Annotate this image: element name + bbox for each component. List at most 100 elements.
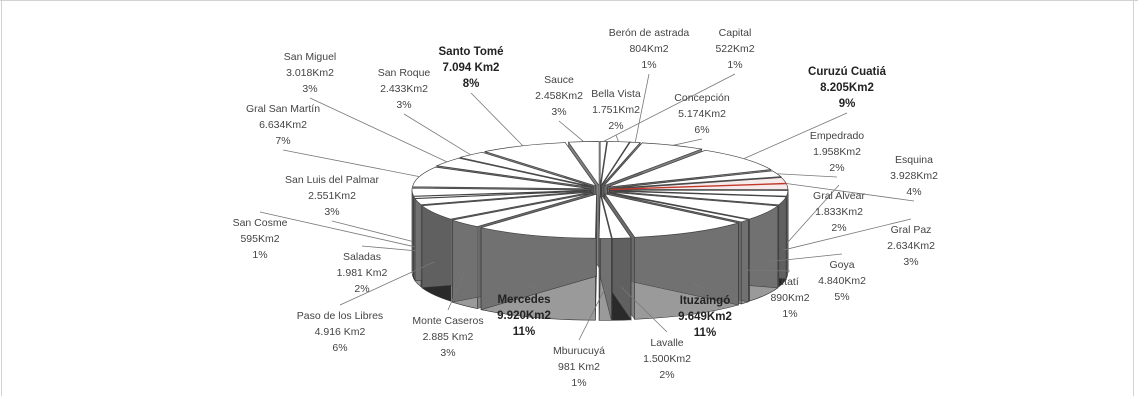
label-esquina: Esquina 3.928Km2 4% <box>890 154 938 198</box>
leader-line <box>691 281 706 291</box>
label-area: 1.751Km2 <box>592 104 640 116</box>
slice-san-cosme <box>413 190 591 199</box>
label-area: 595Km2 <box>240 233 279 245</box>
label-area: 9.920Km2 <box>497 310 551 322</box>
leader-line <box>558 120 584 142</box>
label-itat-: Itatí 890Km2 1% <box>770 276 809 320</box>
label-area: 3.928Km2 <box>890 170 938 182</box>
label-name: Capital <box>719 27 752 39</box>
frame-right-border <box>1133 0 1134 396</box>
label-name: Lavalle <box>650 337 683 349</box>
frame-top-border <box>0 0 1138 1</box>
label-concepci-n: Concepción 5.174Km2 6% <box>674 92 730 136</box>
leader-line <box>783 218 912 251</box>
label-name: Berón de astrada <box>609 27 690 39</box>
label-ituzaing-: Ituzaingó 9.649Km2 11% <box>678 295 732 339</box>
label-percent: 2% <box>831 222 846 234</box>
label-mburucuy-: Mburucuyá 981 Km2 1% <box>553 345 605 389</box>
label-percent: 2% <box>829 162 844 174</box>
leader-line <box>470 92 524 147</box>
accent-edge <box>609 182 787 191</box>
label-area: 2.885 Km2 <box>423 331 474 343</box>
label-percent: 1% <box>727 59 742 71</box>
label-percent: 6% <box>694 124 709 136</box>
label-percent: 3% <box>903 256 918 268</box>
label-name: Mercedes <box>497 294 550 306</box>
label-ber-n-de-astrada: Berón de astrada 804Km2 1% <box>609 27 690 71</box>
label-lavalle: Lavalle 1.500Km2 2% <box>643 337 691 381</box>
label-area: 4.916 Km2 <box>315 326 366 338</box>
label-name: Sauce <box>544 74 574 86</box>
label-percent: 6% <box>332 342 347 354</box>
label-gral-paz: Gral Paz 2.634Km2 3% <box>887 224 935 268</box>
label-percent: 11% <box>694 327 716 339</box>
label-name: San Roque <box>378 67 431 79</box>
label-name: Concepción <box>674 92 730 104</box>
label-percent: 3% <box>551 106 566 118</box>
label-empedrado: Empedrado 1.958Km2 2% <box>810 130 864 174</box>
slice-mercedes <box>480 193 597 239</box>
label-san-luis-del-palmar: San Luis del Palmar 2.551Km2 3% <box>285 174 379 218</box>
label-name: Curuzú Cuatiá <box>808 66 887 78</box>
label-name: Saladas <box>343 251 381 263</box>
slice-saladas <box>414 190 591 206</box>
label-name: Gral Alvear <box>813 190 865 202</box>
label-name: Esquina <box>895 154 933 166</box>
slice-paso-de-los-libres <box>421 191 592 220</box>
slice-lavalle <box>600 194 632 239</box>
label-percent: 3% <box>324 206 339 218</box>
leader-line <box>447 272 465 311</box>
label-sauce: Sauce 2.458Km2 3% <box>535 74 583 118</box>
label-area: 890Km2 <box>770 292 809 304</box>
slice-labels: Capital 522Km2 1% Bella Vista 1.751Km2 2% Beró… <box>233 27 939 389</box>
leader-line <box>403 113 471 156</box>
slice-san-roque <box>459 151 594 188</box>
label-area: 1.958Km2 <box>813 146 861 158</box>
label-percent: 1% <box>252 249 267 261</box>
label-area: 1.500Km2 <box>643 353 691 365</box>
label-percent: 1% <box>782 308 797 320</box>
label-paso-de-los-libres: Paso de los Libres 4.916 Km2 6% <box>297 310 383 354</box>
label-percent: 3% <box>440 347 455 359</box>
label-area: 3.018Km2 <box>286 67 334 79</box>
label-percent: 2% <box>608 120 623 132</box>
leader-line <box>282 149 420 178</box>
leader-line <box>523 284 535 290</box>
label-name: Santo Tomé <box>439 46 504 58</box>
label-area: 5.174Km2 <box>678 108 726 120</box>
label-percent: 2% <box>659 369 674 381</box>
label-percent: 4% <box>906 186 921 198</box>
label-percent: 2% <box>354 283 369 295</box>
leader-line <box>634 73 650 143</box>
label-area: 1.981 Km2 <box>337 267 388 279</box>
label-name: Empedrado <box>810 130 864 142</box>
slice-itat- <box>607 192 749 223</box>
label-area: 7.094 Km2 <box>443 62 500 74</box>
leader-line <box>743 112 848 160</box>
label-percent: 8% <box>463 78 480 90</box>
leader-lines <box>259 73 915 341</box>
leader-line <box>259 211 415 248</box>
label-name: San Luis del Palmar <box>285 174 379 186</box>
label-san-roque: San Roque 2.433Km2 3% <box>378 67 431 111</box>
label-area: 2.634Km2 <box>887 240 935 252</box>
leader-line <box>777 173 838 178</box>
label-area: 804Km2 <box>629 43 668 55</box>
label-percent: 1% <box>641 59 656 71</box>
slice-mburucuy- <box>598 194 612 239</box>
label-san-cosme: San Cosme 595Km2 1% <box>233 217 288 261</box>
slice-goya <box>608 191 779 220</box>
label-percent: 11% <box>513 326 535 338</box>
label-percent: 5% <box>834 291 849 303</box>
label-percent: 9% <box>839 98 856 110</box>
leader-line <box>787 184 840 243</box>
slice-bella-vista <box>600 141 631 186</box>
label-capital: Capital 522Km2 1% <box>715 27 754 71</box>
label-name: Monte Caseros <box>412 315 483 327</box>
label-area: 981 Km2 <box>558 361 600 373</box>
label-san-miguel: San Miguel 3.018Km2 3% <box>284 51 337 95</box>
label-percent: 3% <box>302 83 317 95</box>
label-mercedes: Mercedes 9.920Km2 11% <box>497 294 551 338</box>
label-curuz-cuati-: Curuzú Cuatiá 8.205Km2 9% <box>808 66 887 110</box>
slice-gral-paz <box>609 190 787 206</box>
